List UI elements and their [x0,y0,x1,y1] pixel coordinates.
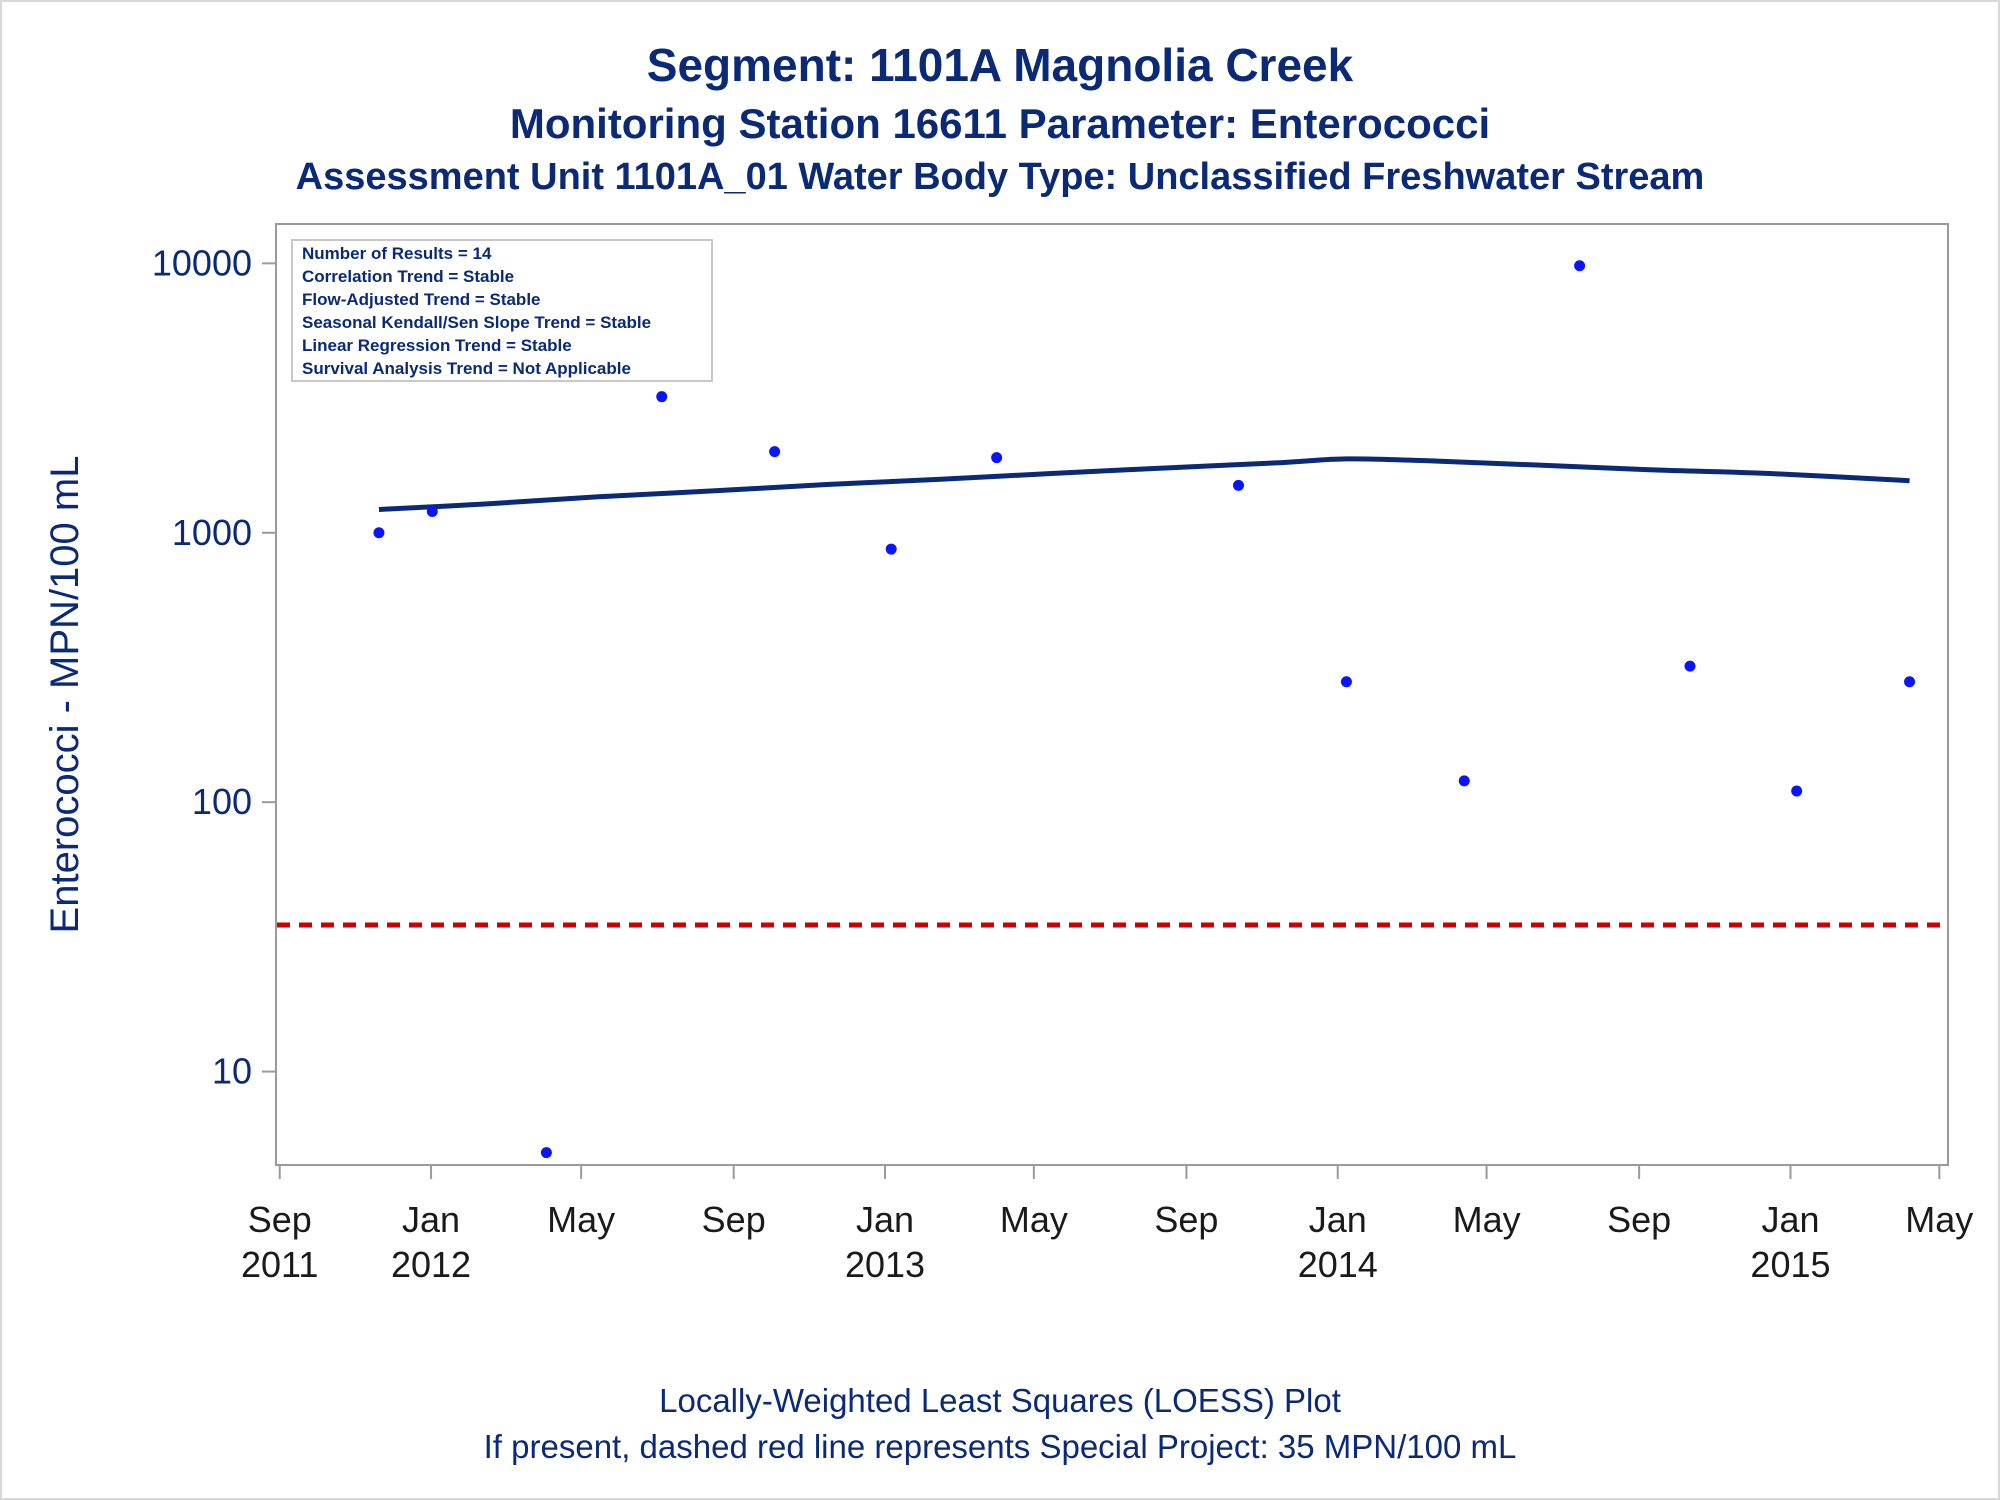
data-point [1233,479,1245,491]
data-point [1340,676,1352,688]
x-tick-label: Sep [1154,1199,1218,1240]
data-point [540,1147,552,1159]
footnote-plot-type: Locally-Weighted Least Squares (LOESS) P… [659,1382,1341,1419]
data-point [1791,785,1803,797]
x-tick-label: 2013 [845,1244,925,1285]
x-tick-label: 2015 [1750,1244,1830,1285]
x-tick-label: May [547,1199,615,1240]
x-tick-label: May [1453,1199,1521,1240]
x-tick-label: Sep [1607,1199,1671,1240]
x-tick-label: 2011 [241,1244,318,1285]
x-tick-label: May [1905,1199,1973,1240]
x-tick-label: 2012 [391,1244,471,1285]
y-tick-label: 100 [192,781,252,822]
x-tick-label: Jan [402,1199,460,1240]
data-point [769,446,781,458]
data-point [991,452,1003,464]
loess-curve-layer [378,456,1910,513]
trend-summary-line: Correlation Trend = Stable [302,267,514,286]
data-points-layer [373,260,1916,1159]
data-point [373,527,385,539]
data-point [426,505,438,517]
trend-summary-line: Linear Regression Trend = Stable [302,336,572,355]
x-tick-label: Sep [248,1199,312,1240]
data-point [1458,775,1470,787]
y-tick-label: 10000 [152,242,252,283]
chart-subtitle-station: Monitoring Station 16611 Parameter: Ente… [509,100,1491,147]
trend-summary-border [291,239,713,382]
data-point [885,543,897,555]
x-tick-label: Jan [856,1199,914,1240]
y-tick-label: 1000 [172,512,252,553]
x-tick-label: Jan [1761,1199,1819,1240]
data-point [1904,676,1916,688]
loess-curve [378,456,1910,513]
x-tick-label: 2014 [1298,1244,1378,1285]
trend-summary-line: Seasonal Kendall/Sen Slope Trend = Stabl… [302,313,651,332]
footnote-reference-line: If present, dashed red line represents S… [483,1428,1517,1465]
x-tick-label: Sep [702,1199,766,1240]
x-tick-label: Jan [1309,1199,1367,1240]
data-point [656,391,668,403]
trend-summary-line: Number of Results = 14 [302,244,492,263]
data-point [1684,660,1696,672]
x-tick-label: May [1000,1199,1068,1240]
y-tick-label: 10 [212,1051,252,1092]
data-point [1574,260,1586,272]
y-axis: 10 100 1000 10000 [152,242,276,1092]
trend-summary-line: Survival Analysis Trend = Not Applicable [302,359,631,378]
trend-summary-box: Number of Results = 14 Correlation Trend … [291,239,713,382]
chart-subtitle-assessment-unit: Assessment Unit 1101A_01 Water Body Type… [295,156,1705,198]
trend-summary-line: Flow-Adjusted Trend = Stable [302,290,541,309]
chart-title: Segment: 1101A Magnolia Creek [646,39,1354,91]
y-axis-label: Enterococci - MPN/100 mL [43,456,87,934]
